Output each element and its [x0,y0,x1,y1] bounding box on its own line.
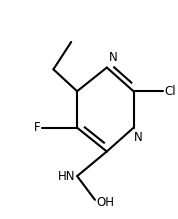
Text: F: F [33,121,40,134]
Text: OH: OH [96,196,114,209]
Text: HN: HN [57,170,75,183]
Text: N: N [109,51,118,64]
Text: N: N [134,131,143,144]
Text: Cl: Cl [165,85,176,98]
